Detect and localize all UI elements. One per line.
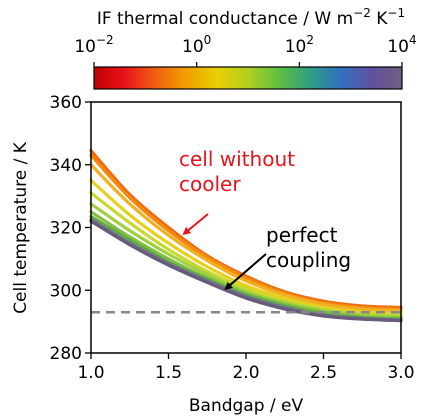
colorbar-tick-label: 102: [285, 33, 314, 57]
x-tick-label: 3.0: [387, 363, 414, 383]
colorbar-label-main: IF thermal conductance / W m: [97, 9, 353, 29]
y-axis: 280 300 320 340 360: [50, 93, 91, 364]
colorbar-label: IF thermal conductance / W m−2 K−1: [97, 6, 405, 29]
colorbar-label-mid: K: [371, 9, 388, 29]
x-tick-label: 2.5: [310, 363, 337, 383]
colorbar-tick-base: 10: [387, 37, 409, 57]
x-tick-label: 2.0: [232, 363, 259, 383]
colorbar-tick-exponent: −2: [96, 33, 114, 47]
colorbar-tick-exponent: 2: [306, 33, 314, 47]
colorbar-tick-base: 10: [285, 37, 307, 57]
annotation-line: coupling: [266, 248, 351, 272]
x-axis-label: Bandgap / eV: [189, 396, 304, 416]
x-tick-label: 1.5: [155, 363, 182, 383]
annotation-line: cell without: [179, 147, 295, 171]
colorbar-tick-exponent: 4: [409, 33, 417, 47]
y-axis-label: Cell temperature / K: [11, 141, 31, 314]
colorbar-tick-label: 100: [182, 33, 211, 57]
y-tick-label: 300: [50, 281, 82, 301]
colorbar-tick-labels: 10−2 100 102 104: [74, 33, 416, 57]
colorbar-tick-label: 104: [387, 33, 416, 57]
colorbar-label-sup2: −1: [387, 6, 405, 20]
series-line-10: [89, 219, 403, 323]
colorbar-tick-label: 10−2: [74, 33, 113, 57]
series-layer: [89, 149, 403, 323]
annotation-line: cooler: [179, 172, 241, 196]
annotation-arrow-perfect: [224, 253, 267, 290]
colorbar-label-sup1: −2: [353, 6, 371, 20]
x-tick-label: 1.0: [77, 363, 104, 383]
series-line-3: [89, 163, 403, 313]
colorbar-tick-base: 10: [182, 37, 204, 57]
annotation-line: perfect: [266, 223, 338, 247]
colorbar-ticks: [93, 62, 403, 67]
colorbar-tick-base: 10: [74, 37, 96, 57]
annotation-no-cooler: cell without cooler: [179, 147, 295, 196]
y-tick-label: 280: [50, 344, 82, 364]
y-tick-label: 360: [50, 93, 82, 113]
annotation-arrow-no-cooler: [182, 213, 209, 236]
annotation-perfect: perfect coupling: [266, 223, 351, 272]
y-tick-label: 340: [50, 156, 82, 176]
y-tick-label: 320: [50, 219, 82, 239]
colorbar: [93, 66, 403, 90]
colorbar-tick-exponent: 0: [204, 33, 212, 47]
x-axis: 1.0 1.5 2.0 2.5 3.0: [77, 353, 415, 383]
annotations: cell without cooler perfect coupling: [179, 147, 351, 290]
